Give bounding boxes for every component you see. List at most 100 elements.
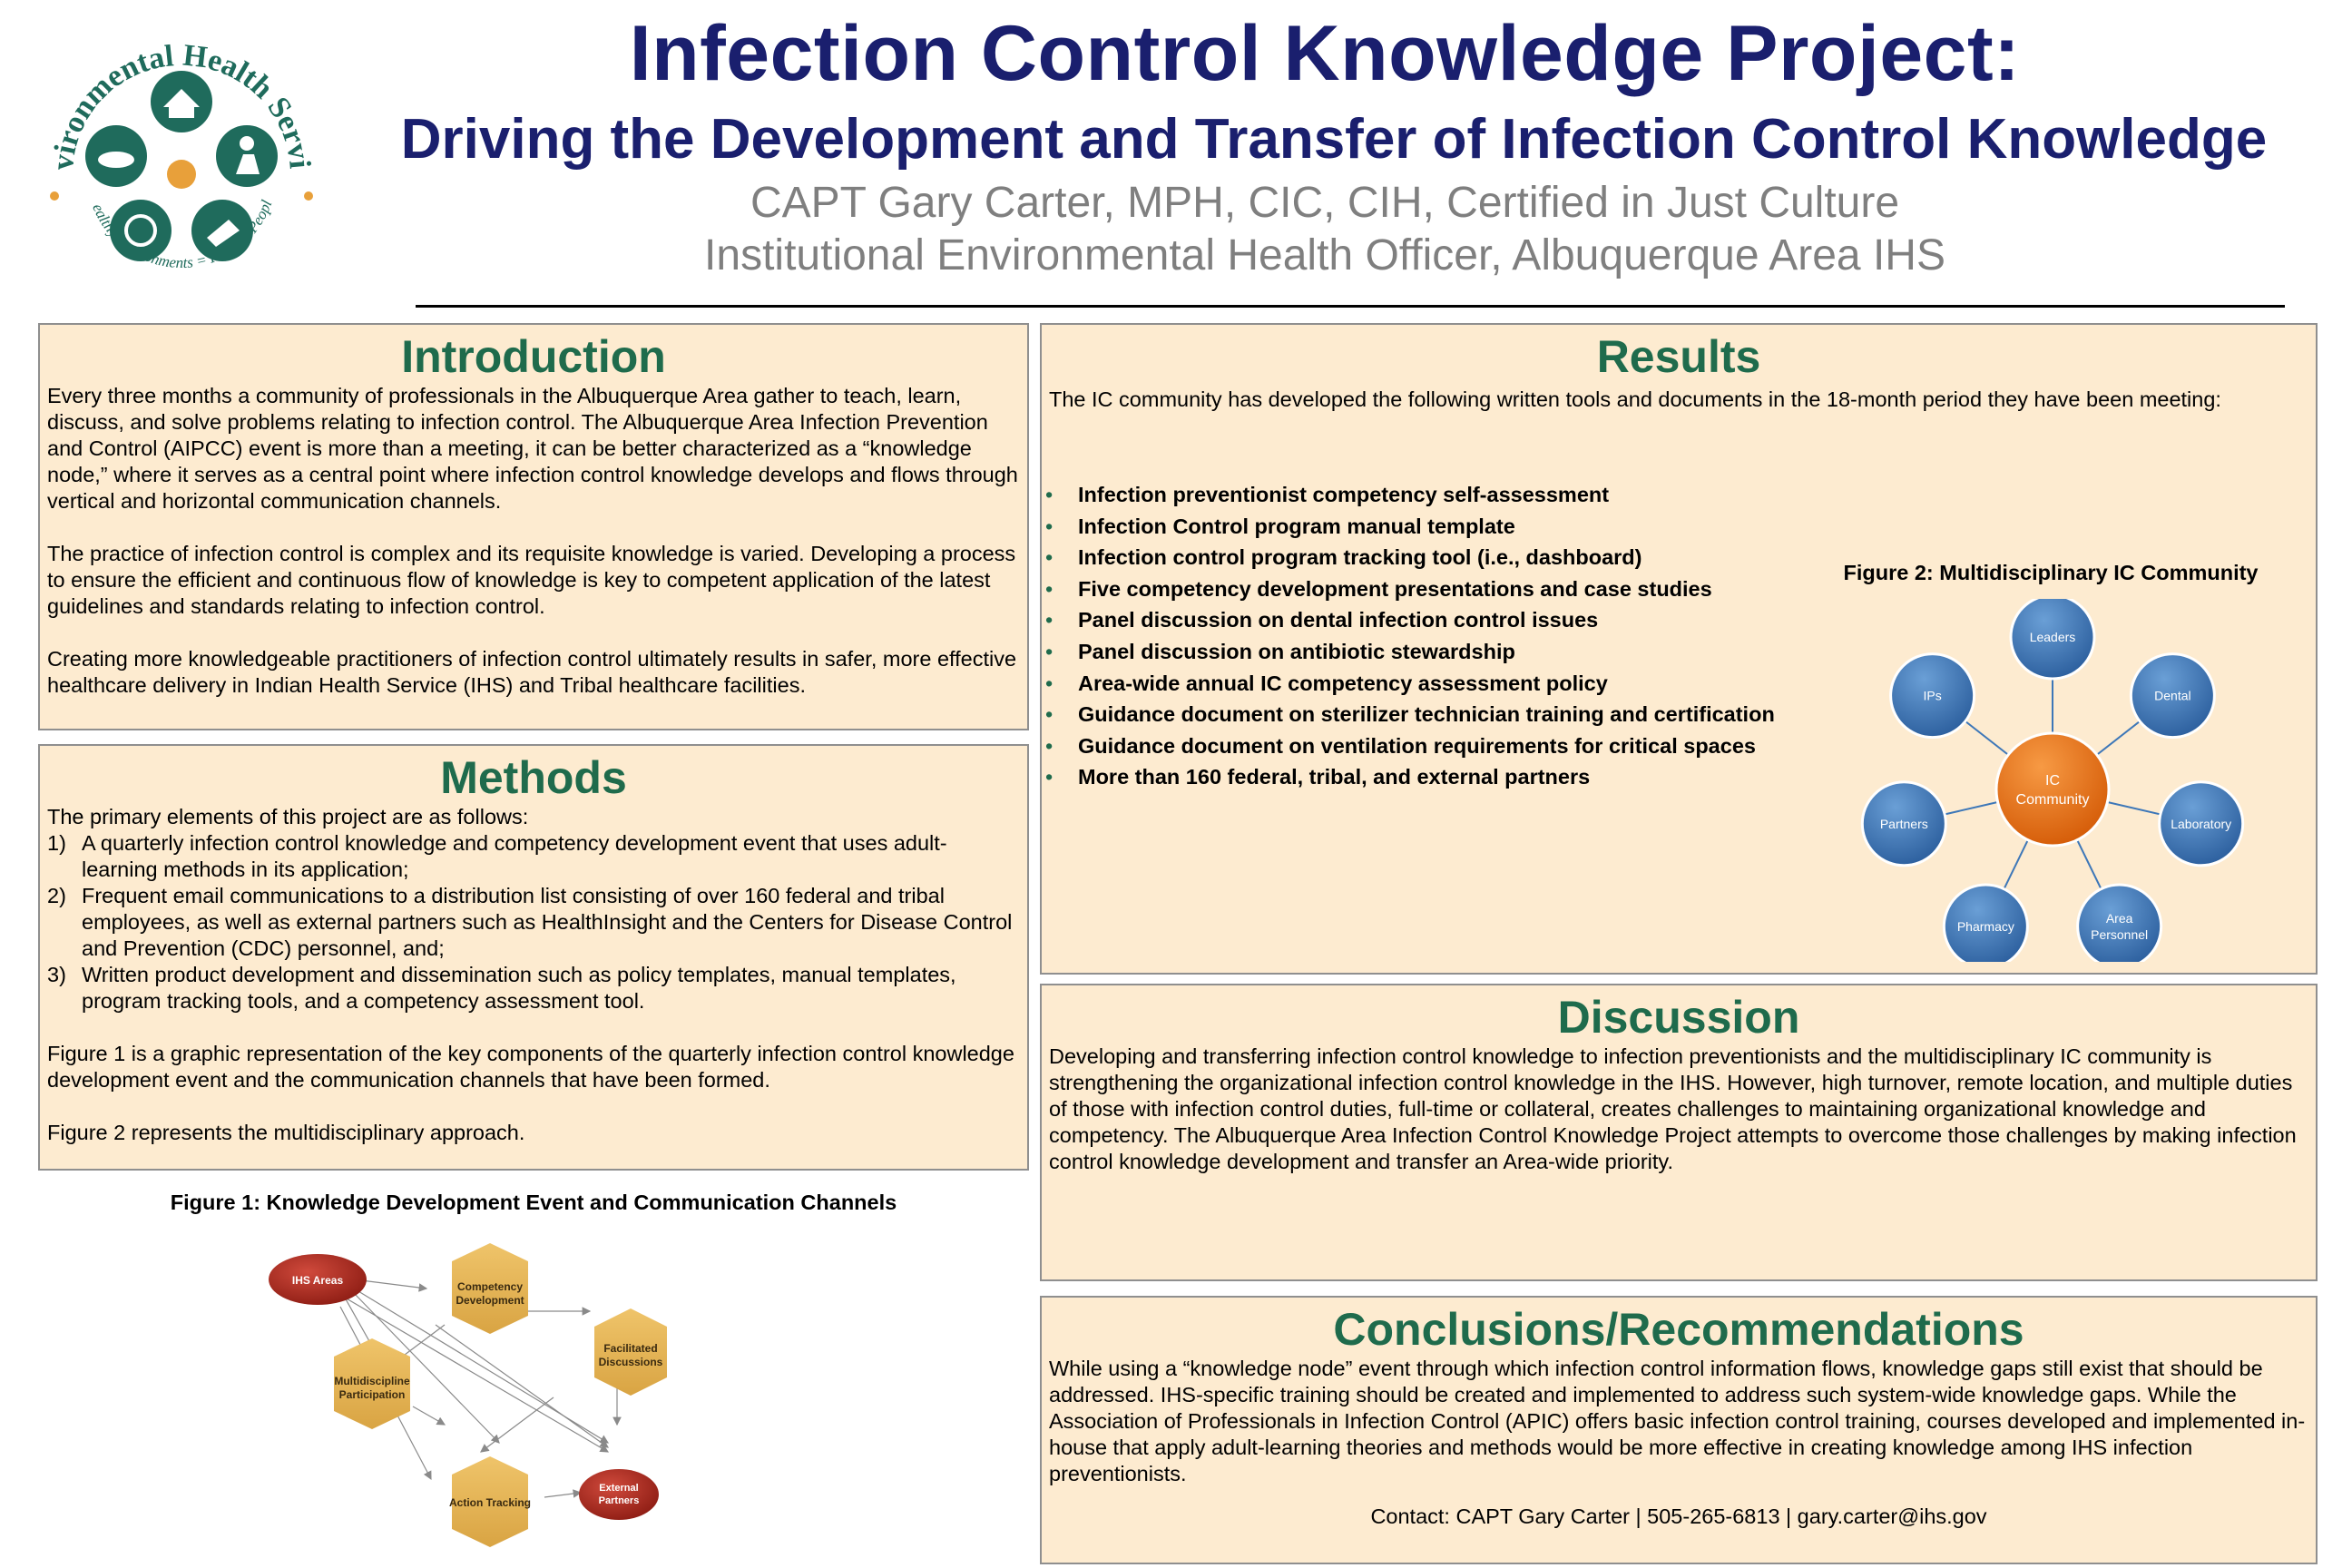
node-circle <box>2158 780 2245 867</box>
community-node: Laboratory <box>2158 780 2245 867</box>
node-label: Partners <box>1880 817 1928 831</box>
node-competency-development: Competency Development <box>452 1243 528 1334</box>
list-text: Area-wide annual IC competency assessmen… <box>1078 671 1608 695</box>
node-label: Multidiscipline <box>334 1375 410 1387</box>
plate-icon <box>110 200 172 261</box>
methods-list: 1) A quarterly infection control knowledg… <box>47 830 1020 1014</box>
center-label: Community <box>2016 792 2090 808</box>
conclusions-heading: Conclusions/Recommendations <box>1333 1304 2024 1355</box>
introduction-body: Every three months a community of profes… <box>47 383 1020 699</box>
bullet: • <box>1045 608 1054 632</box>
results-list: • Infection preventionist competency self… <box>1045 479 1775 793</box>
contact-line: Contact: CAPT Gary Carter | 505-265-6813… <box>1370 1504 1987 1528</box>
list-text: Infection preventionist competency self-… <box>1078 483 1610 506</box>
node-label: Competency <box>457 1280 523 1293</box>
node-ihs-areas: IHS Areas <box>269 1254 367 1305</box>
methods-body: The primary elements of this project are… <box>47 804 1020 1146</box>
node-label: Action Tracking <box>449 1496 531 1509</box>
bullet: • <box>1045 671 1054 695</box>
discussion-body: Developing and transferring infection co… <box>1049 1044 2297 1173</box>
node-label: Discussions <box>599 1356 663 1368</box>
list-item: • Guidance document on ventilation requir… <box>1045 730 1775 762</box>
community-node: Pharmacy <box>1942 883 2029 962</box>
bullet: • <box>1045 733 1054 758</box>
list-item: • Five competency development presentatio… <box>1045 573 1775 605</box>
center-node-ic-community: IC Community <box>1994 731 2111 848</box>
node-label: IPs <box>1923 689 1941 703</box>
header-divider <box>416 305 2285 308</box>
author-line: CAPT Gary Carter, MPH, CIC, CIH, Certifi… <box>750 179 1900 227</box>
poster-title: Infection Control Knowledge Project: <box>629 10 2021 97</box>
community-node: Partners <box>1860 780 1947 867</box>
node-label: Personnel <box>2091 927 2148 942</box>
results-panel: Results The IC community has developed t… <box>1040 323 2318 975</box>
bullet: • <box>1045 765 1054 789</box>
list-item: • Infection preventionist competency self… <box>1045 479 1775 511</box>
node-circle <box>2009 599 2096 681</box>
list-text: Infection Control program manual templat… <box>1078 514 1515 538</box>
bullet: • <box>1045 576 1054 601</box>
list-text: More than 160 federal, tribal, and exter… <box>1078 765 1591 789</box>
logo-badges <box>85 71 278 261</box>
node-circle <box>1860 780 1947 867</box>
list-number: 2) <box>47 884 66 907</box>
list-text: Five competency development presentation… <box>1078 576 1712 601</box>
node-facilitated-discussions: Facilitated Discussions <box>594 1308 667 1396</box>
conclusions-body: While using a “knowledge node” event thr… <box>1049 1357 2306 1485</box>
node-label: IHS Areas <box>292 1274 344 1287</box>
community-node: Leaders <box>2009 599 2096 681</box>
bullet: • <box>1045 514 1054 538</box>
node-label: Dental <box>2154 689 2190 703</box>
list-number: 1) <box>47 831 66 855</box>
list-item: • Guidance document on sterilizer technic… <box>1045 699 1775 730</box>
node-label: Pharmacy <box>1957 919 2014 934</box>
node-multidiscipline-participation: Multidiscipline Participation <box>334 1338 410 1429</box>
figure2-caption: Figure 2: Multidisciplinary IC Community <box>1843 561 2259 584</box>
node-external-partners: External Partners <box>579 1469 659 1520</box>
discussion-panel: Discussion Developing and transferring i… <box>1040 984 2318 1281</box>
list-number: 3) <box>47 963 66 986</box>
node-circle <box>1942 883 2029 962</box>
figure1-diagram: IHS Areas Competency Development Multidi… <box>269 1243 667 1547</box>
author-position: Institutional Environmental Health Offic… <box>704 231 1945 279</box>
introduction-heading: Introduction <box>401 331 666 382</box>
center-label: IC <box>2045 773 2060 789</box>
node-label: Area <box>2106 911 2133 926</box>
node-label: Leaders <box>2030 630 2076 644</box>
bullet: • <box>1045 639 1054 663</box>
methods-figure2-note: Figure 2 represents the multidisciplinar… <box>47 1121 525 1144</box>
figure1-caption: Figure 1: Knowledge Development Event an… <box>170 1191 897 1214</box>
list-item: • Infection control program tracking tool… <box>1045 542 1775 573</box>
list-text: Written product development and dissemin… <box>82 963 956 1013</box>
list-item: • Area-wide annual IC competency assessme… <box>1045 668 1775 700</box>
node-circle <box>1889 652 1976 740</box>
list-text: Frequent email communications to a distr… <box>82 884 1013 960</box>
list-item: • More than 160 federal, tribal, and exte… <box>1045 761 1775 793</box>
node-label: Development <box>456 1294 524 1307</box>
list-item: • Panel discussion on antibiotic stewards… <box>1045 636 1775 668</box>
node-label: Partners <box>599 1495 640 1506</box>
methods-panel: Methods The primary elements of this pro… <box>38 744 1029 1171</box>
node-label: Laboratory <box>2171 817 2231 831</box>
list-text: A quarterly infection control knowledge … <box>82 831 947 881</box>
introduction-paragraph: Creating more knowledgeable practitioner… <box>47 647 1017 697</box>
environmental-health-services-logo: Environmental Health Services Healthy En… <box>36 20 317 271</box>
discussion-heading: Discussion <box>1557 992 1800 1043</box>
conclusions-panel: Conclusions/Recommendations While using … <box>1040 1296 2318 1564</box>
poster-subtitle: Driving the Development and Transfer of … <box>400 108 2268 171</box>
community-node: Dental <box>2129 652 2216 740</box>
methods-lead: The primary elements of this project are… <box>47 805 529 828</box>
list-text: Panel discussion on antibiotic stewardsh… <box>1078 639 1515 663</box>
introduction-paragraph: Every three months a community of profes… <box>47 384 1018 513</box>
list-item: 2) Frequent email communications to a dis… <box>47 883 1020 962</box>
list-text: Panel discussion on dental infection con… <box>1078 608 1599 632</box>
bullet: • <box>1045 483 1054 506</box>
node-label: Participation <box>339 1388 406 1401</box>
list-text: Guidance document on ventilation require… <box>1078 733 1756 758</box>
methods-heading: Methods <box>440 752 627 803</box>
list-item: 1) A quarterly infection control knowledg… <box>47 830 1020 883</box>
bullet: • <box>1045 545 1054 570</box>
results-lead: The IC community has developed the follo… <box>1049 387 2221 411</box>
